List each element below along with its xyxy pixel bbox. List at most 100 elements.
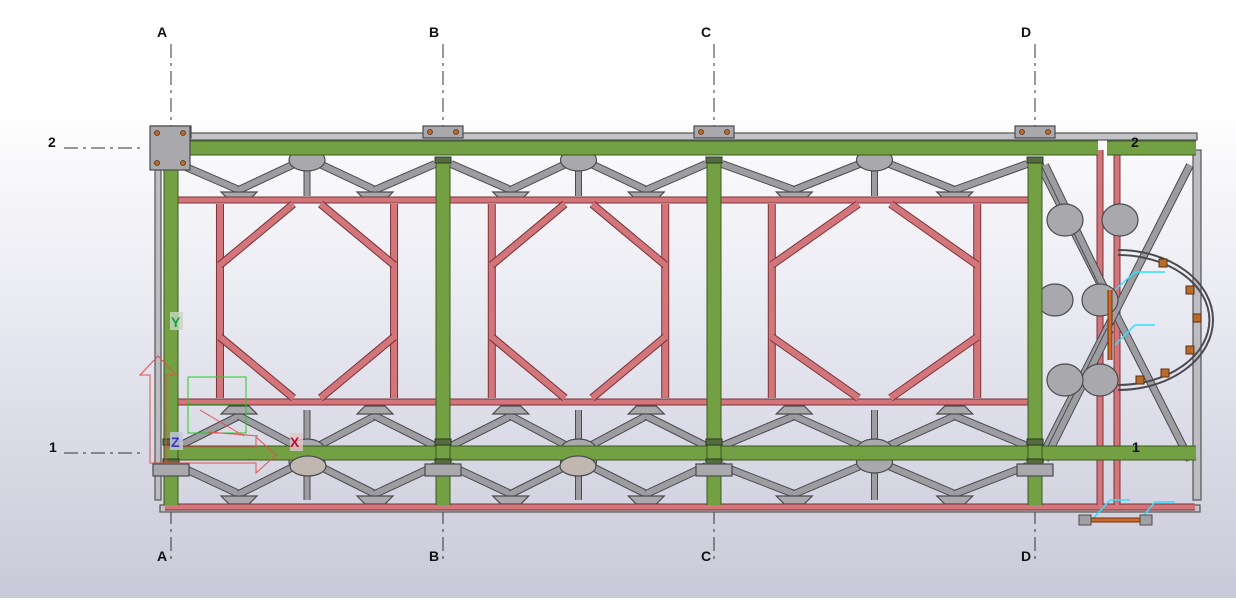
z-axis-label: Z xyxy=(171,434,180,450)
end-arc-outer xyxy=(1117,249,1214,391)
end-bolt xyxy=(1158,258,1168,268)
x-axis-arrow xyxy=(165,435,277,475)
bottom-lattice-node-plate xyxy=(219,495,259,505)
cross-bracing xyxy=(165,196,1195,511)
grid-label-b-top: B xyxy=(429,24,439,40)
end-bolt xyxy=(1135,375,1145,385)
bottom-plate xyxy=(152,463,190,477)
plate-bolt xyxy=(427,129,433,135)
x-axis-label: X xyxy=(290,434,300,450)
upper-lattice-diag xyxy=(449,161,512,193)
end-bolt xyxy=(1185,345,1195,355)
grid-label-c-top: C xyxy=(701,24,711,40)
diag-brace xyxy=(770,201,861,268)
end-gusset xyxy=(1101,203,1139,237)
end-bay-frame xyxy=(1036,150,1214,526)
bottom-lattice-node-plate xyxy=(626,495,666,505)
accent-leader xyxy=(1114,271,1165,291)
grid-lines xyxy=(64,44,1036,562)
end-bolt xyxy=(1160,368,1170,378)
end-gusset xyxy=(1046,203,1084,237)
post-splice xyxy=(1026,156,1044,164)
plate-bolt xyxy=(154,160,160,166)
diag-brace xyxy=(318,201,396,268)
lower-lattice-diag xyxy=(720,413,796,449)
end-diag xyxy=(1042,163,1113,302)
y-axis-label: Y xyxy=(171,314,181,330)
diag-brace xyxy=(590,201,668,268)
lower-lattice-diag xyxy=(449,413,513,449)
lower-lattice-diag xyxy=(953,413,1029,449)
plate-bolt xyxy=(1045,129,1051,135)
lower-lattice-diag xyxy=(644,413,708,449)
accent-leader xyxy=(1089,499,1130,523)
perforated-plate xyxy=(559,455,597,477)
top-plate xyxy=(1014,125,1056,139)
lower-lattice-node-plate xyxy=(935,405,975,415)
grid-label-1-right: 1 xyxy=(1132,439,1140,455)
end-bolt xyxy=(1192,313,1202,323)
post-splice xyxy=(705,156,723,164)
diag-brace xyxy=(888,201,979,268)
base-foot xyxy=(1139,514,1153,526)
diag-brace xyxy=(489,334,567,401)
end-gusset xyxy=(1081,283,1119,317)
post-splice xyxy=(434,156,452,164)
diag-brace xyxy=(218,334,296,401)
grid-label-d-top: D xyxy=(1021,24,1031,40)
plate-bolt xyxy=(724,129,730,135)
lower-lattice-node-plate xyxy=(491,405,531,415)
upper-lattice-diag xyxy=(373,161,437,193)
grid-label-a-top: A xyxy=(157,24,167,40)
lower-lattice-node-plate xyxy=(774,405,814,415)
top-plate xyxy=(693,125,735,139)
plate-bolt xyxy=(154,130,160,136)
post-splice xyxy=(705,438,723,446)
plate-bolt xyxy=(1019,129,1025,135)
base-foot xyxy=(1078,514,1092,526)
diag-brace xyxy=(489,201,567,268)
lower-lattice-diag xyxy=(373,413,437,449)
end-diag xyxy=(1037,163,1193,462)
lower-lattice-node-plate xyxy=(626,405,666,415)
end-bolt xyxy=(1185,285,1195,295)
grid-label-d-bottom: D xyxy=(1021,548,1031,564)
base-plates xyxy=(149,125,1056,477)
bottom-lattice-node-plate xyxy=(935,495,975,505)
end-diag xyxy=(1042,328,1113,462)
perforated-plate xyxy=(289,455,327,477)
upper-lattice-diag xyxy=(720,161,796,193)
plate-bolt xyxy=(180,130,186,136)
upper-lattice-diag xyxy=(645,161,708,193)
accent-leader xyxy=(1139,501,1175,521)
axis-gizmo: Y Z X xyxy=(138,312,303,475)
lower-lattice-diag xyxy=(177,413,241,449)
end-gusset xyxy=(1081,363,1119,397)
bottom-plate xyxy=(424,463,462,477)
grid-label-2-right: 2 xyxy=(1131,134,1139,150)
grid-label-2-left: 2 xyxy=(48,134,56,150)
bottom-lattice-node-plate xyxy=(774,495,814,505)
bottom-lattice-node-plate xyxy=(355,495,395,505)
plate-bolt xyxy=(180,160,186,166)
diag-brace xyxy=(888,334,979,401)
end-gusset xyxy=(1046,363,1084,397)
post-splice xyxy=(434,438,452,446)
bottom-lattice-diag xyxy=(953,463,1029,497)
lower-lattice-node-plate xyxy=(355,405,395,415)
grid-label-a-bottom: A xyxy=(157,548,167,564)
grid-label-c-bottom: C xyxy=(701,548,711,564)
bottom-plate xyxy=(695,463,733,477)
bottom-lattice-node-plate xyxy=(491,495,531,505)
post-splice xyxy=(1026,438,1044,446)
grid-label-1-left: 1 xyxy=(49,439,57,455)
diag-brace xyxy=(770,334,861,401)
top-plate xyxy=(422,125,464,139)
lower-lattice-node-plate xyxy=(219,405,259,415)
grid-label-b-bottom: B xyxy=(429,548,439,564)
plate-bolt xyxy=(698,129,704,135)
bottom-lattice-diag xyxy=(720,463,796,497)
diag-brace xyxy=(318,334,396,401)
